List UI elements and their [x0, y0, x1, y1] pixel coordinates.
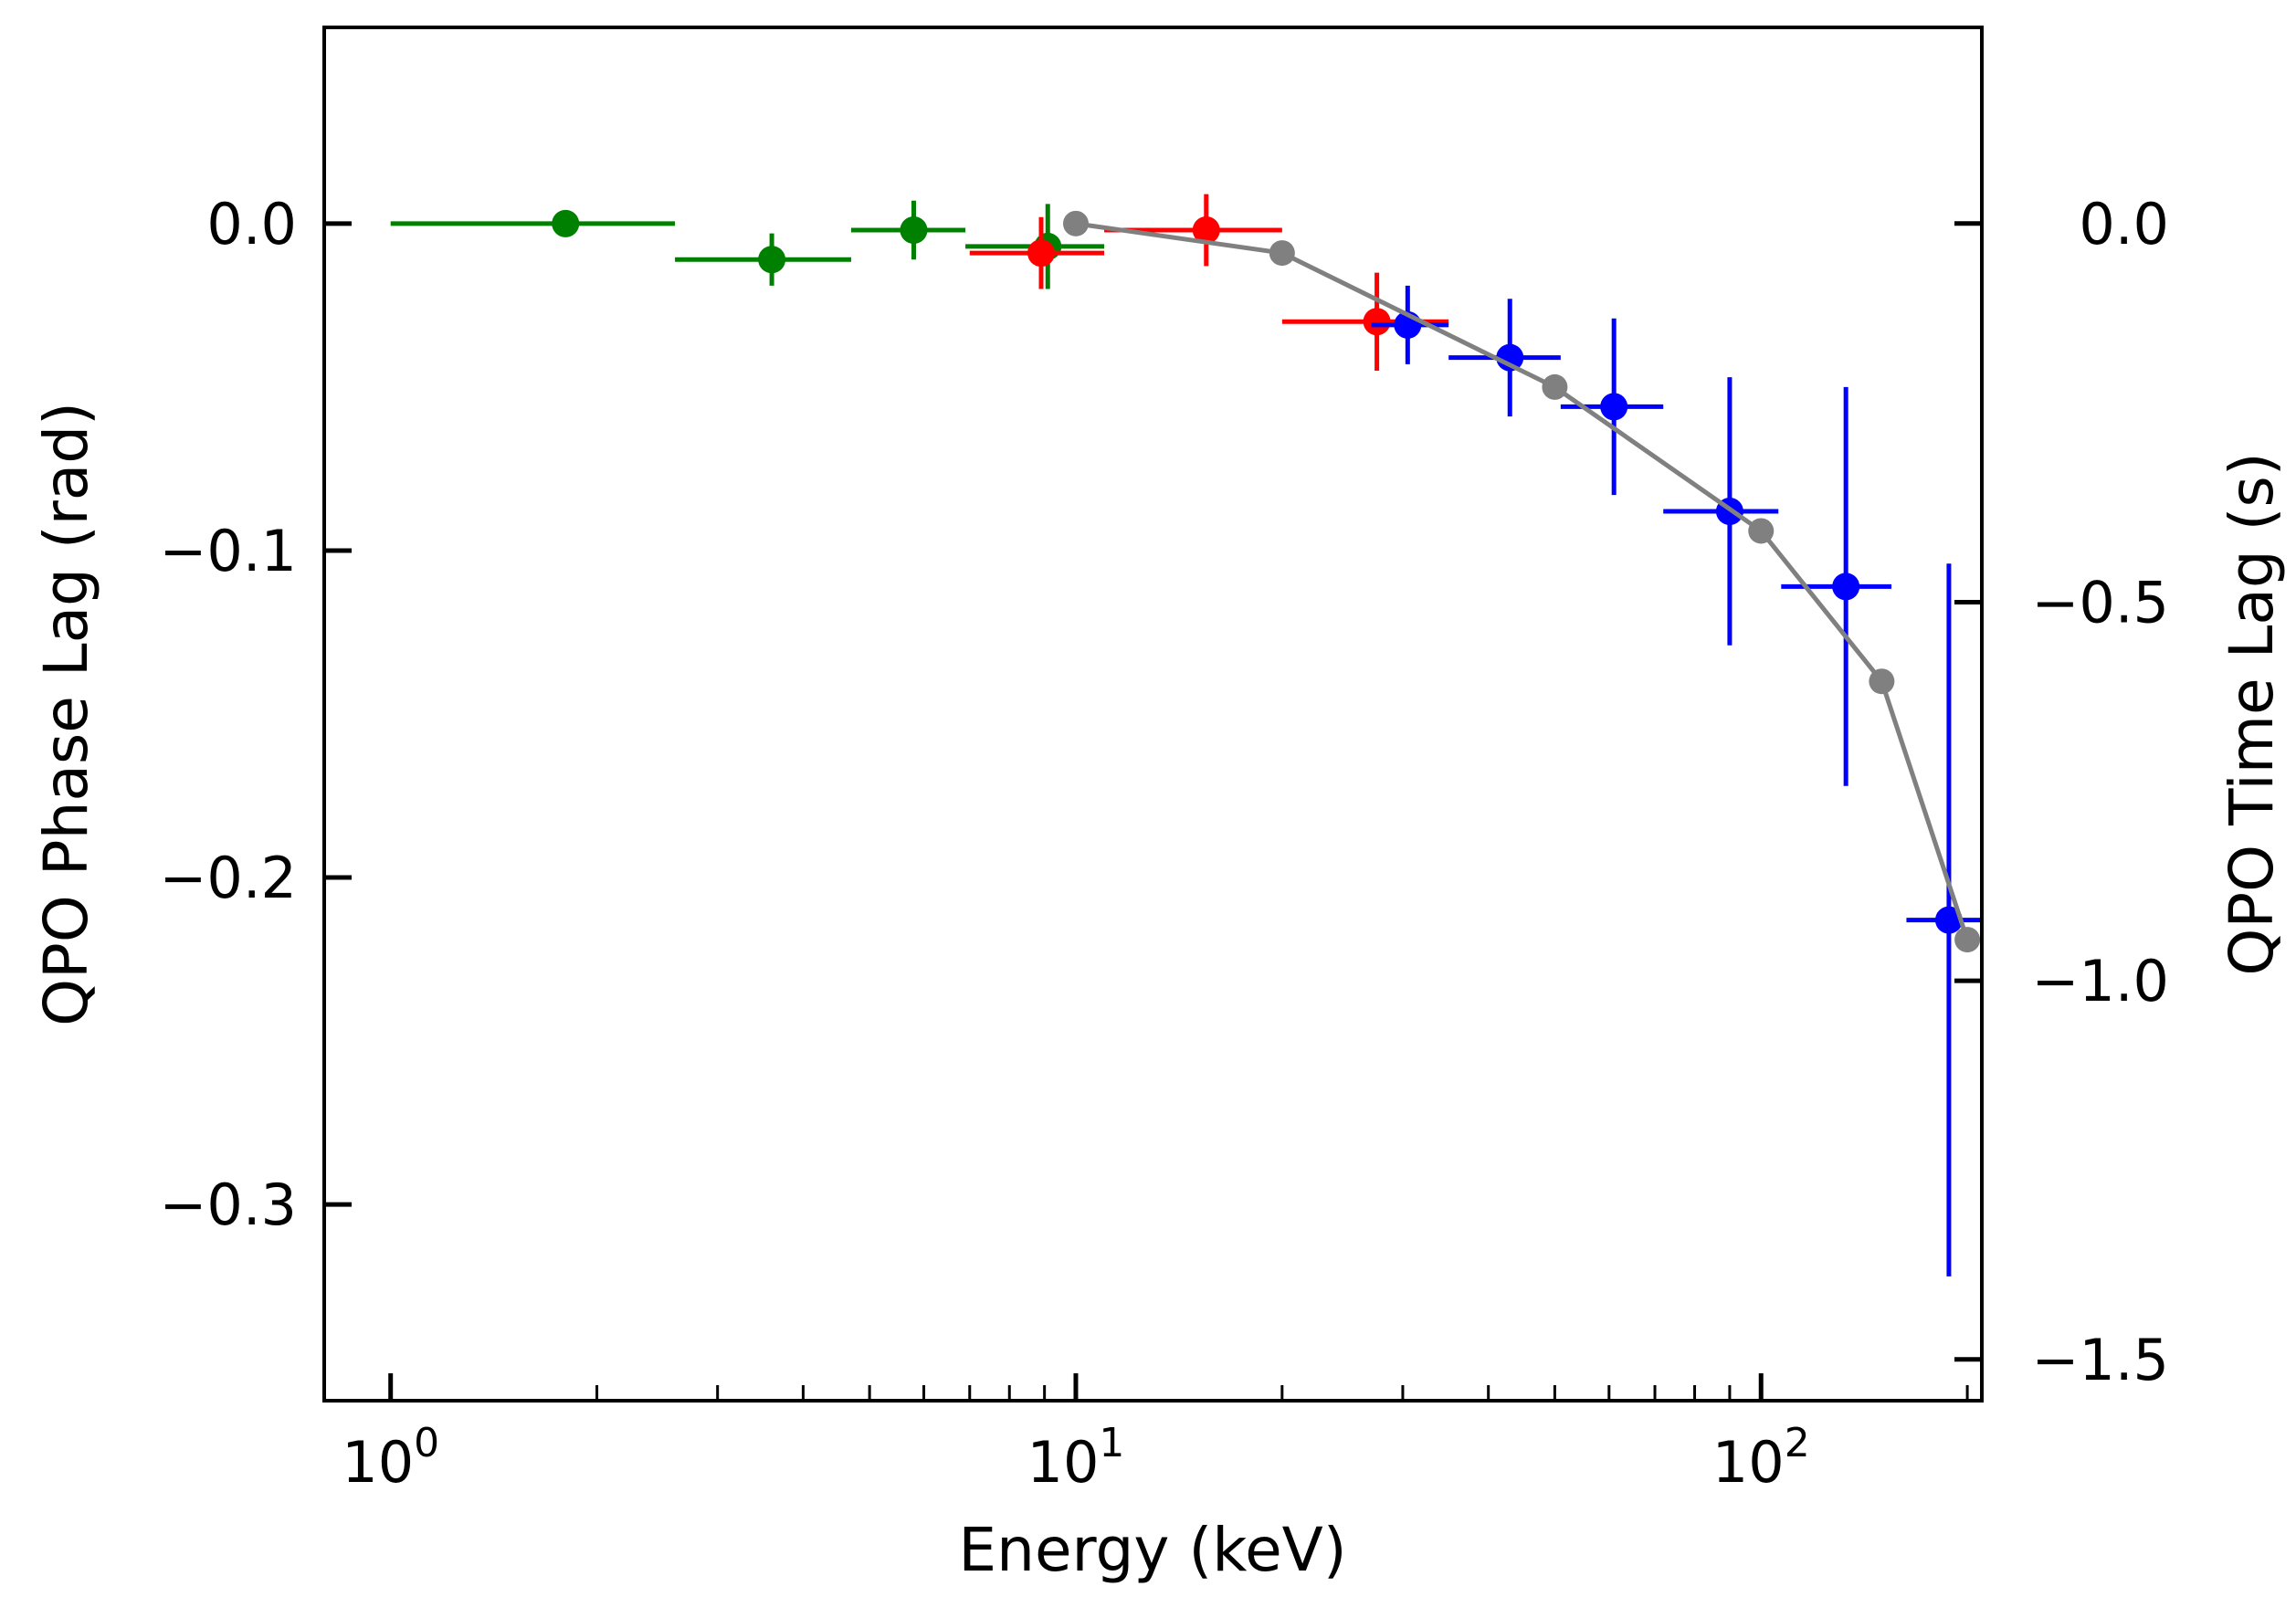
green-point	[552, 209, 580, 237]
y-right-tick-label: 0.0	[2079, 191, 2169, 257]
red-point	[1192, 216, 1220, 245]
blue-point	[1832, 573, 1860, 601]
x-axis-label: Energy (keV)	[958, 1515, 1346, 1585]
plot-marks	[390, 194, 1982, 1277]
green-point	[758, 246, 786, 274]
x-tick-label-base: 10	[342, 1429, 414, 1496]
x-tick-label: 102	[1712, 1420, 1810, 1496]
y-axis-label-left: QPO Phase Lag (rad)	[31, 402, 101, 1026]
y-right-tick-label: −1.0	[2031, 948, 2169, 1014]
red-point	[1027, 239, 1056, 268]
model-point	[1062, 210, 1089, 236]
x-tick-label: 100	[342, 1420, 439, 1496]
red-point	[1363, 308, 1391, 336]
model-line	[1075, 221, 1970, 940]
y-right-tick-label: −0.5	[2031, 569, 2169, 636]
x-tick-label-exponent: 0	[414, 1420, 439, 1466]
model-point	[1542, 373, 1568, 400]
blue-point	[1934, 906, 1963, 934]
y-left-tick-label: −0.3	[159, 1171, 297, 1238]
blue-point	[1496, 343, 1524, 372]
y-left-tick-label: −0.2	[159, 845, 297, 911]
x-tick-label-base: 10	[1027, 1429, 1100, 1496]
plot-frame	[322, 26, 1984, 1403]
x-tick-label-base: 10	[1712, 1429, 1785, 1496]
y-axis-label-right: QPO Time Lag (s)	[2217, 452, 2287, 975]
y-left-tick-label: −0.1	[159, 518, 297, 584]
model-point	[1748, 518, 1775, 544]
y-right-tick-label: −1.5	[2031, 1327, 2169, 1393]
blue-point	[1600, 393, 1628, 421]
x-tick-label: 101	[1027, 1420, 1125, 1496]
model-point	[1269, 240, 1295, 267]
x-tick-label-exponent: 1	[1099, 1420, 1124, 1466]
model-point	[1869, 668, 1895, 695]
model-point	[1954, 927, 1981, 953]
green-point	[900, 216, 928, 245]
x-tick-label-exponent: 2	[1785, 1420, 1810, 1466]
y-left-tick-label: 0.0	[206, 191, 297, 257]
